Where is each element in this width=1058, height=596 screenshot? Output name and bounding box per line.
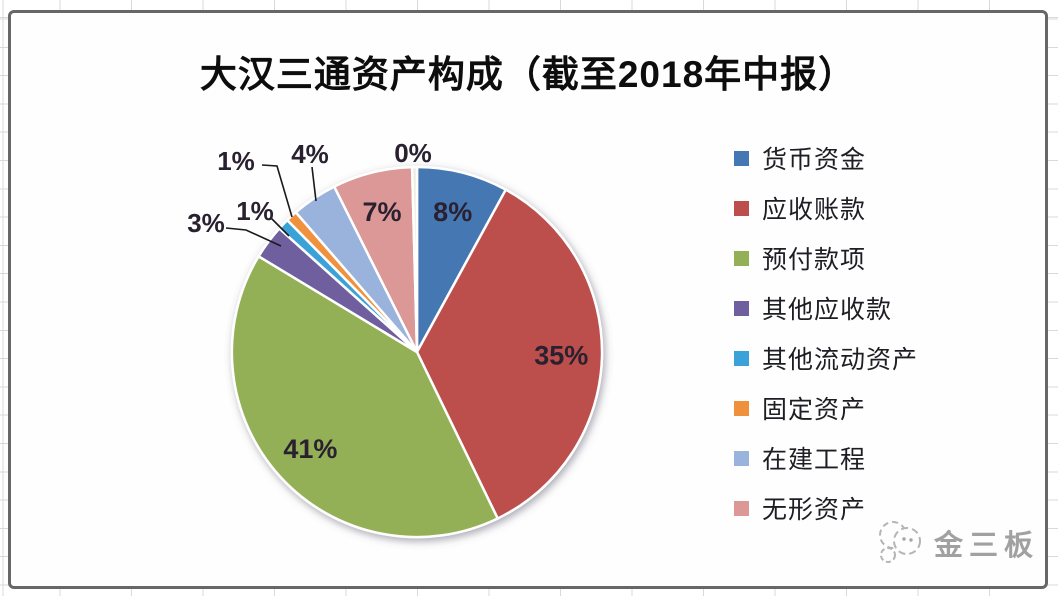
legend-item: 在建工程 — [734, 433, 918, 483]
leader-line — [261, 164, 293, 218]
data-label: 1% — [217, 146, 255, 176]
legend-swatch — [734, 150, 749, 166]
pie-slice-预付款项 — [230, 255, 499, 539]
leader-line — [270, 217, 290, 237]
legend-item: 货币资金 — [734, 133, 918, 183]
legend-label: 应收账款 — [762, 196, 867, 224]
legend-swatch — [734, 350, 749, 366]
sheep-logo-icon — [879, 521, 921, 563]
legend-label: 无形资产 — [762, 496, 867, 524]
legend-label: 在建工程 — [762, 446, 867, 474]
data-label: 8% — [433, 197, 472, 227]
pie-slice-应收账款 — [415, 188, 604, 520]
data-label: 0% — [394, 138, 432, 168]
legend-item: 预付款项 — [734, 233, 918, 283]
legend-swatch — [734, 300, 749, 316]
legend-label: 其他流动资产 — [762, 346, 919, 374]
leader-line — [311, 166, 317, 202]
watermark-logo: 金三板 — [874, 516, 1039, 570]
legend-item: 无形资产 — [734, 483, 918, 533]
data-label: 3% — [187, 208, 225, 238]
data-label: 4% — [291, 139, 329, 169]
pie-slice-货币资金 — [415, 165, 508, 354]
data-label: 35% — [534, 341, 588, 371]
legend-swatch — [734, 400, 749, 416]
chart-legend: 货币资金应收账款预付款项其他应收款其他流动资产 固定资产在建工程无形资产 — [734, 133, 918, 533]
legend-swatch — [734, 250, 749, 266]
legend-label: 固定资产 — [762, 396, 867, 424]
legend-item: 固定资产 — [734, 383, 918, 433]
legend-label: 预付款项 — [762, 246, 867, 274]
data-label: 7% — [362, 197, 401, 227]
leader-line — [225, 227, 282, 247]
legend-swatch — [734, 450, 749, 466]
data-label: 1% — [236, 196, 274, 226]
legend-label: 货币资金 — [762, 146, 867, 174]
data-labels: 8% 35% 41% 3% 1% 1% 4% 7% 0% — [187, 138, 588, 464]
leader-lines — [225, 164, 317, 247]
legend-label: 其他应收款 — [762, 296, 893, 324]
chart-title: 大汉三通资产构成（截至2018年中报） — [199, 54, 857, 95]
legend-item: 应收账款 — [734, 183, 918, 233]
legend-item: 其他流动资产 — [734, 333, 918, 383]
watermark-text: 金三板 — [934, 530, 1040, 562]
legend-item: 其他应收款 — [734, 283, 918, 333]
pie-slices — [230, 165, 604, 539]
legend-swatch — [734, 500, 749, 516]
data-label: 41% — [283, 434, 337, 464]
legend-swatch — [734, 200, 749, 216]
pie-slice-zero — [410, 165, 419, 354]
